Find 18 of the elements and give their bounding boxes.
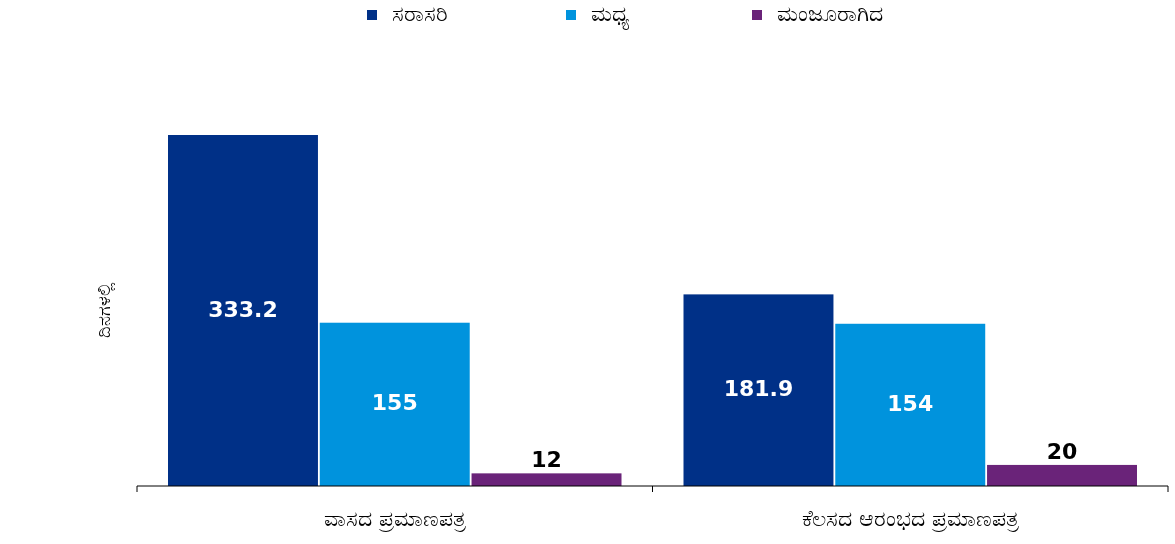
bar: [319, 322, 470, 486]
legend-label: ಮಂಜೂರಾಗಿದ: [777, 1, 883, 26]
data-label: 333.2: [208, 296, 278, 322]
data-label: 155: [371, 390, 418, 416]
bar: [683, 294, 834, 486]
data-label: 154: [887, 390, 934, 416]
bar: [987, 464, 1137, 486]
x-tick-label: ವಾಸದ ಪ್ರಮಾಣಪತ್ರ: [323, 506, 466, 532]
bar: [168, 135, 318, 486]
y-axis-title: ದಿನಗಳಲ್ಲಿ: [93, 282, 115, 338]
data-label: 20: [1046, 438, 1078, 464]
data-label: 12: [531, 447, 562, 473]
x-tick-label: ಕೆಲಸದ ಆರಂಭದ ಪ್ರಮಾಣಪತ್ರ: [801, 506, 1019, 532]
legend-label: ಮಧ್ಯ: [591, 1, 630, 30]
bar: [471, 473, 622, 486]
legend-label: ಸರಾಸರಿ: [392, 1, 448, 26]
bar: [835, 323, 986, 486]
data-label: 181.9: [723, 376, 794, 402]
